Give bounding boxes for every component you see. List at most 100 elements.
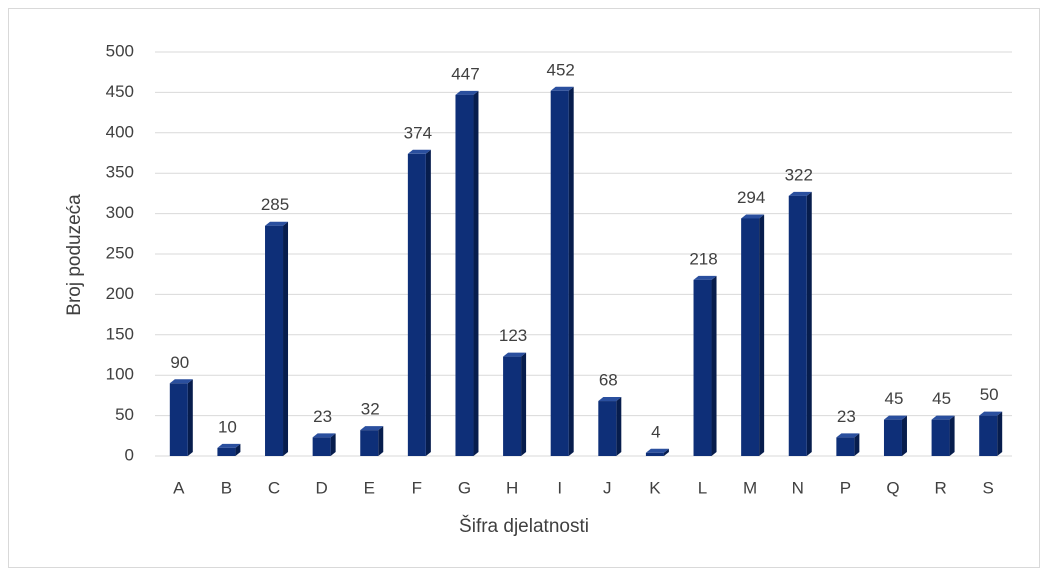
bar-side (854, 433, 860, 456)
bar-side (806, 191, 812, 456)
bar-side (378, 426, 384, 456)
bar-side (759, 214, 765, 456)
bar-side (949, 415, 955, 456)
x-tick-label: G (458, 478, 471, 497)
bar (407, 153, 426, 457)
bar (598, 401, 617, 456)
x-axis-title: Šifra djelatnosti (459, 515, 589, 537)
bar (931, 419, 950, 456)
data-label: 218 (689, 249, 717, 268)
data-label: 322 (785, 165, 813, 184)
data-label: 23 (837, 407, 856, 426)
bar-top (645, 448, 669, 453)
bar-side (425, 149, 431, 457)
chart-border (8, 8, 1040, 568)
x-tick-label: P (840, 478, 851, 497)
x-tick-label: C (268, 478, 280, 497)
bar (360, 430, 379, 456)
x-tick-label: L (698, 478, 707, 497)
bar (550, 90, 569, 456)
data-label: 294 (737, 188, 765, 207)
bar (979, 415, 998, 456)
bar-side (997, 411, 1003, 456)
bar-side (616, 397, 622, 456)
x-tick-label: R (934, 478, 946, 497)
bar-top (503, 352, 527, 357)
bar-side (330, 433, 336, 456)
data-label: 45 (885, 389, 904, 408)
y-tick-label: 150 (106, 324, 134, 343)
data-label: 90 (170, 353, 189, 372)
data-label: 50 (980, 385, 999, 404)
data-label: 4 (651, 422, 660, 441)
bar-top (883, 415, 907, 420)
bar (169, 383, 188, 456)
data-label: 447 (451, 64, 479, 83)
x-tick-label: K (649, 478, 661, 497)
x-tick-label: B (221, 478, 232, 497)
y-tick-label: 50 (115, 405, 134, 424)
x-tick-label: I (557, 478, 562, 497)
bar-top (407, 149, 431, 154)
y-tick-label: 450 (106, 82, 134, 101)
bar (883, 419, 902, 456)
bar-top (217, 443, 241, 448)
bar (836, 437, 855, 456)
x-tick-label: Q (886, 478, 899, 497)
bar (788, 195, 807, 456)
x-tick-label: F (412, 478, 422, 497)
bar-top (360, 426, 384, 431)
bar (741, 218, 760, 456)
x-tick-label: E (364, 478, 375, 497)
bar-top (455, 90, 479, 95)
bar-side (711, 275, 717, 456)
x-tick-label: M (743, 478, 757, 497)
data-label: 285 (261, 195, 289, 214)
bar-side (521, 352, 527, 456)
x-tick-label: H (506, 478, 518, 497)
y-tick-label: 100 (106, 365, 134, 384)
data-label: 374 (404, 123, 432, 142)
y-axis-title: Broj poduzeća (64, 194, 85, 316)
bar-top (598, 397, 622, 402)
data-label: 32 (361, 400, 380, 419)
bar-side (235, 443, 241, 456)
bar (265, 225, 284, 456)
bar (693, 279, 712, 456)
bar-side (473, 90, 479, 456)
bar (217, 447, 236, 456)
data-label: 452 (547, 60, 575, 79)
bar-top (693, 275, 717, 280)
y-tick-label: 250 (106, 243, 134, 262)
x-tick-label: J (603, 478, 612, 497)
bar-top (550, 86, 574, 91)
bar-top (836, 433, 860, 438)
y-tick-label: 0 (125, 445, 134, 464)
bar-side (901, 415, 907, 456)
y-tick-label: 350 (106, 163, 134, 182)
y-tick-label: 500 (106, 41, 134, 60)
data-label: 68 (599, 371, 618, 390)
y-tick-label: 200 (106, 284, 134, 303)
x-tick-label: D (315, 478, 327, 497)
bar-top (265, 221, 289, 226)
data-label: 45 (932, 389, 951, 408)
bar (455, 94, 474, 456)
bar-top (312, 433, 336, 438)
bar-top (788, 191, 812, 196)
bar-side (568, 86, 574, 456)
bar (312, 437, 331, 456)
data-label: 23 (313, 407, 332, 426)
x-tick-label: A (173, 478, 185, 497)
bar-side (283, 221, 289, 456)
bar-top (741, 214, 765, 219)
y-tick-label: 300 (106, 203, 134, 222)
bar-top (979, 411, 1003, 416)
x-tick-label: S (983, 478, 994, 497)
y-tick-label: 400 (106, 122, 134, 141)
data-label: 123 (499, 326, 527, 345)
bar-top (931, 415, 955, 420)
data-label: 10 (218, 417, 237, 436)
x-tick-label: N (792, 478, 804, 497)
